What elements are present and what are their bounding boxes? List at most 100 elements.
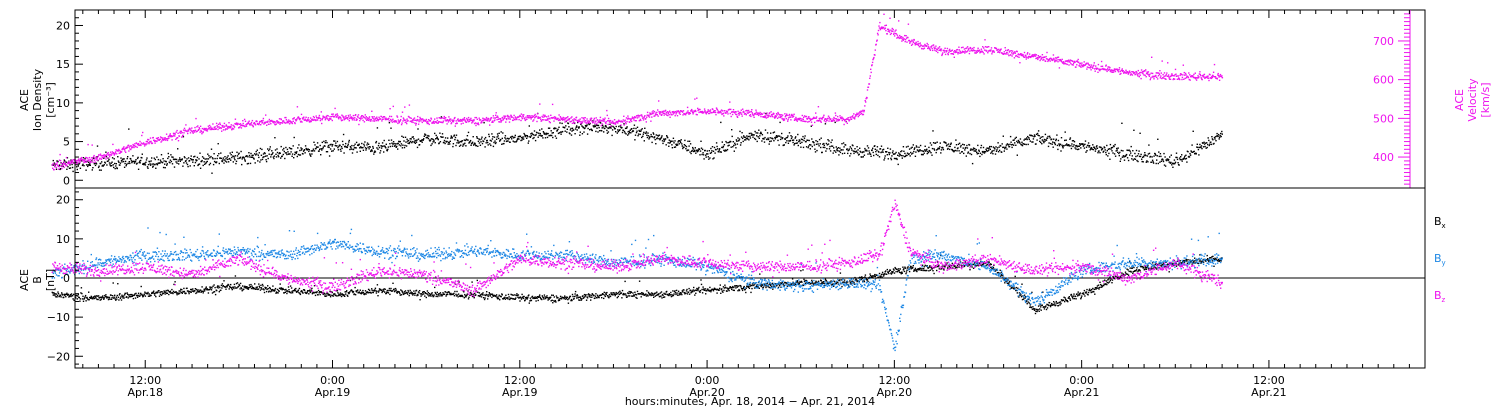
data-point <box>484 118 487 121</box>
data-point <box>318 114 321 117</box>
data-point <box>1157 72 1159 74</box>
data-point <box>999 51 1001 54</box>
data-point <box>226 126 229 128</box>
data-point <box>915 41 917 43</box>
data-point <box>89 160 91 162</box>
data-point <box>596 124 599 127</box>
data-point <box>895 157 898 160</box>
data-point <box>868 83 871 85</box>
data-point <box>242 120 244 122</box>
data-point <box>900 36 903 38</box>
data-point <box>1150 72 1152 74</box>
data-point <box>1017 142 1019 144</box>
data-point <box>446 140 448 143</box>
data-point <box>448 116 450 118</box>
data-point <box>228 122 230 124</box>
data-point <box>826 148 828 150</box>
data-point <box>783 119 786 121</box>
data-point <box>1056 144 1059 147</box>
data-point <box>128 146 131 148</box>
data-point <box>183 162 185 164</box>
data-point <box>577 121 579 123</box>
data-point <box>488 118 490 120</box>
data-point <box>1149 155 1152 158</box>
data-point <box>104 156 106 158</box>
data-point <box>1206 142 1208 144</box>
data-point <box>256 149 258 151</box>
data-point <box>777 111 779 114</box>
data-point <box>92 158 94 161</box>
data-point <box>86 157 89 159</box>
data-point <box>501 137 503 140</box>
data-point <box>697 150 700 152</box>
data-point <box>982 151 984 154</box>
data-point <box>268 118 271 121</box>
data-point <box>1133 129 1135 131</box>
data-point <box>1039 59 1041 62</box>
data-point <box>127 156 129 158</box>
data-point <box>625 117 628 119</box>
data-point <box>1200 75 1202 77</box>
data-point <box>921 48 923 50</box>
data-point <box>388 122 391 124</box>
data-point <box>911 39 913 41</box>
data-point <box>552 117 555 119</box>
data-point <box>1015 136 1017 139</box>
data-point <box>98 297 101 299</box>
data-point <box>521 139 523 141</box>
data-point <box>241 158 243 160</box>
data-point <box>707 110 709 113</box>
data-point <box>708 150 710 152</box>
data-point <box>1121 69 1123 72</box>
data-point <box>450 135 452 137</box>
data-point <box>511 116 513 118</box>
data-point <box>1200 77 1202 79</box>
data-point <box>229 127 232 129</box>
data-point <box>1005 146 1007 148</box>
data-point <box>950 143 952 145</box>
data-point <box>329 148 332 150</box>
data-point <box>443 139 446 142</box>
data-point <box>828 116 831 119</box>
data-point <box>390 127 392 129</box>
data-point <box>1109 66 1111 69</box>
data-point <box>291 122 294 125</box>
data-point <box>439 132 441 134</box>
data-point <box>67 293 70 296</box>
data-point <box>415 124 417 126</box>
data-point <box>945 50 947 52</box>
data-point <box>1086 68 1088 70</box>
data-point <box>745 114 747 116</box>
data-point <box>1131 71 1133 73</box>
data-point <box>493 141 495 144</box>
data-point <box>477 140 480 142</box>
data-point <box>1105 64 1107 66</box>
data-point <box>441 133 444 135</box>
data-point <box>435 121 437 123</box>
data-point <box>225 128 227 130</box>
data-point <box>637 135 639 137</box>
data-point <box>1205 147 1207 149</box>
data-point <box>215 122 218 125</box>
data-point <box>381 142 384 144</box>
data-point <box>1066 63 1068 66</box>
data-point <box>1133 158 1136 160</box>
data-point <box>805 115 808 118</box>
data-point <box>430 138 433 140</box>
data-point <box>72 159 75 161</box>
data-point <box>635 116 637 119</box>
data-point <box>422 139 424 141</box>
data-point <box>877 34 879 36</box>
data-point <box>574 133 576 135</box>
data-point <box>404 136 407 138</box>
data-point <box>373 151 375 153</box>
data-point <box>813 142 815 144</box>
data-point <box>405 119 407 121</box>
data-point <box>1108 68 1111 71</box>
density-tick-label: 5 <box>63 136 70 149</box>
data-point <box>812 117 815 119</box>
data-point <box>1173 78 1175 80</box>
data-point <box>879 28 882 31</box>
data-point <box>842 142 845 144</box>
data-point <box>805 146 808 148</box>
